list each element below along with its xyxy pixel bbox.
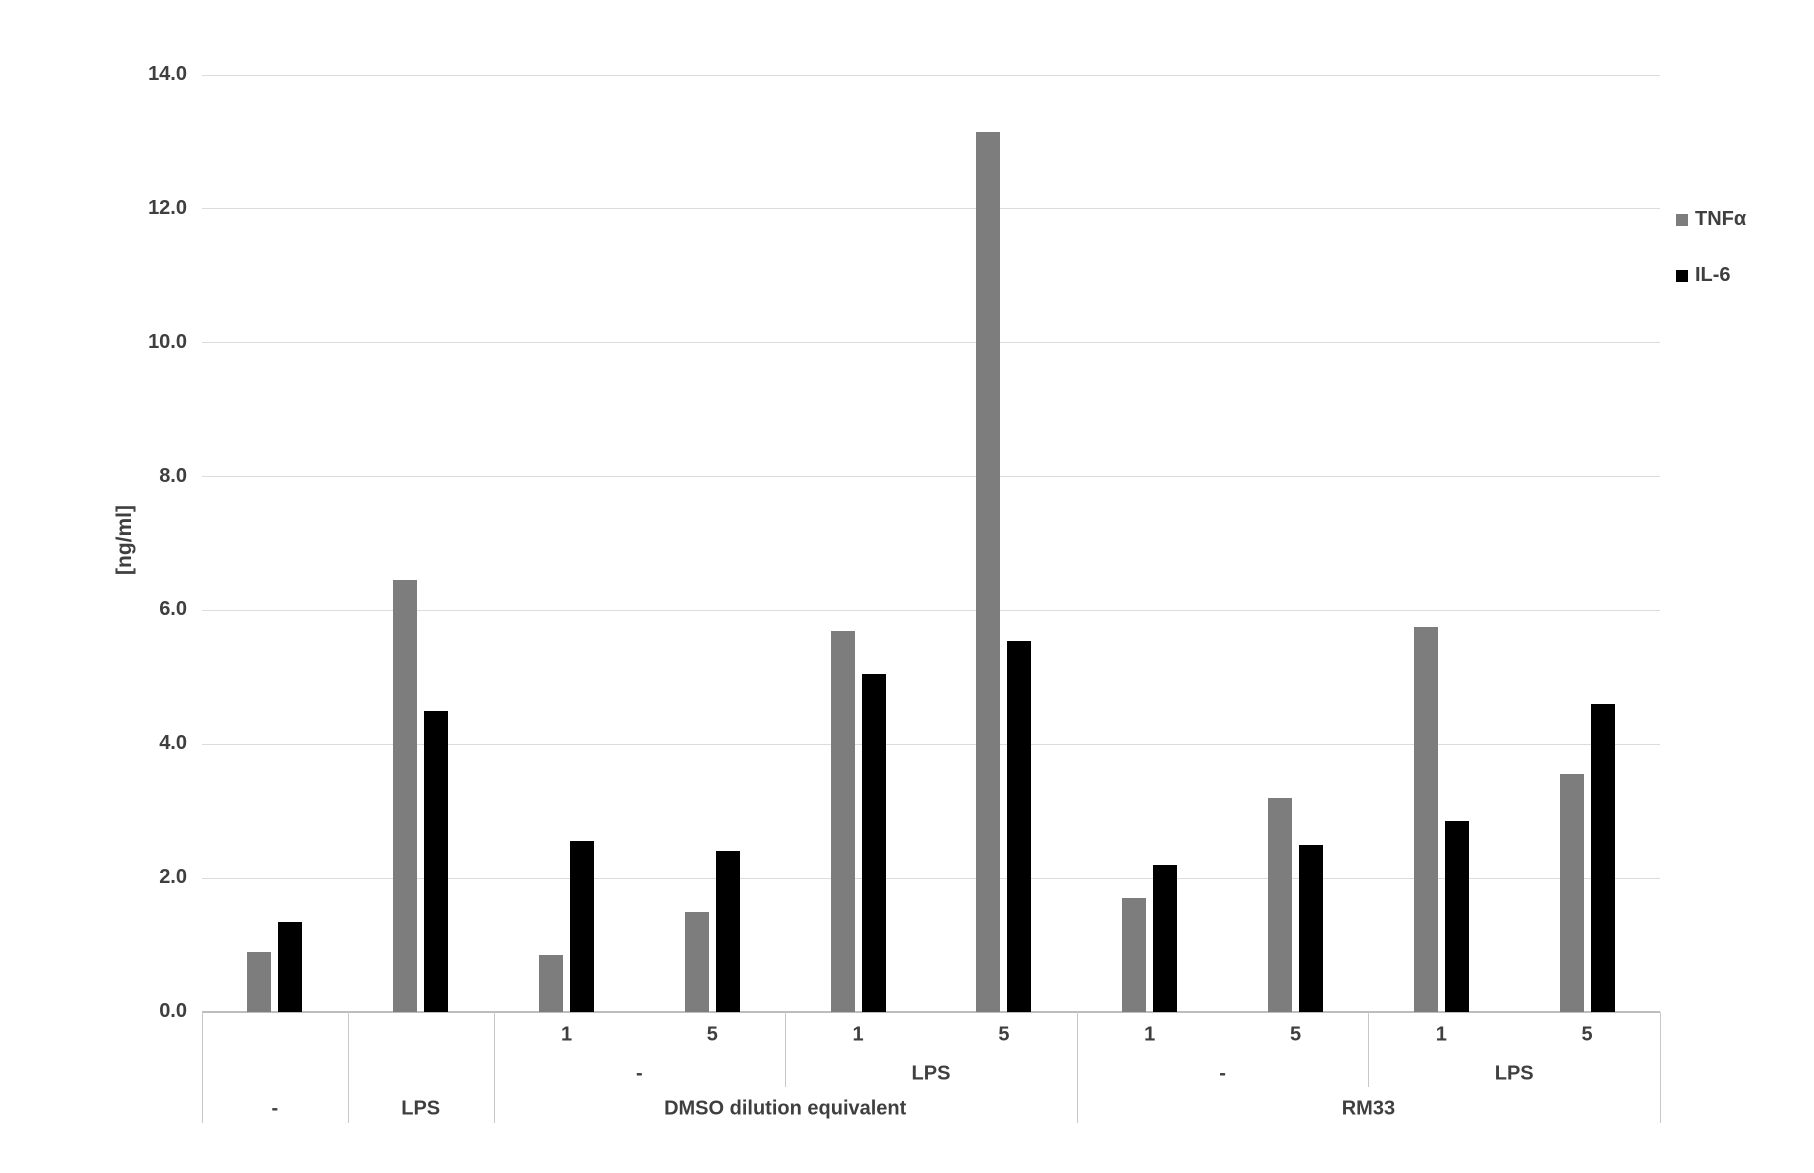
dose-label: 1 [560,1023,573,1046]
dose-label: 1 [1435,1023,1447,1046]
bar-IL-6-col5 [861,674,886,1012]
gridline [202,74,1660,76]
legend-swatch-IL-6 [1676,269,1688,282]
gridline [202,208,1660,210]
y-tick-label: 0.0 [159,1000,187,1022]
bar-TNFα-col2 [393,580,418,1012]
x-axis-baseline [202,1011,1660,1013]
subgroup-label: - [636,1062,643,1085]
gridline [202,609,1660,611]
gridline [202,877,1660,879]
dose-label: 5 [1289,1023,1302,1046]
dose-label: 5 [706,1023,718,1046]
bar-TNFα-col7 [1122,898,1147,1012]
bar-IL-6-col6 [1007,640,1032,1012]
bar-TNFα-col1 [247,951,272,1012]
gridline [202,342,1660,344]
gridline [202,476,1660,478]
bar-IL-6-col9 [1444,821,1469,1012]
category-group-border [202,1012,203,1123]
y-tick-label: 2.0 [159,866,187,889]
legend-label-TNFα: TNFα [1695,208,1747,230]
bar-IL-6-col4 [715,851,740,1012]
legend-label-IL-6: IL-6 [1695,264,1731,286]
legend-item-IL-6: IL-6 [1676,264,1731,287]
bar-IL-6-col7 [1153,864,1178,1012]
bar-IL-6-col10 [1590,704,1615,1012]
category-subgroup-border [1368,1012,1370,1087]
bar-TNFα-col10 [1559,774,1584,1012]
bar-TNFα-col8 [1268,797,1292,1012]
y-tick-label: 6.0 [159,598,187,621]
bar-IL-6-col1 [278,921,303,1012]
dose-label: 5 [998,1023,1010,1046]
y-tick-label: 8.0 [159,464,187,487]
category-group-border [1076,1012,1078,1123]
subgroup-label: - [1219,1062,1226,1085]
category-group-border [493,1012,495,1123]
y-tick-label: 4.0 [159,732,187,755]
bar-TNFα-col6 [976,131,1001,1012]
category-subgroup-border [785,1012,787,1087]
subgroup-label: LPS [1494,1062,1534,1085]
y-tick-label: 12.0 [148,196,187,219]
group-label: DMSO dilution equivalent [664,1097,907,1120]
subgroup-label: LPS [911,1062,951,1085]
bar-IL-6-col2 [424,710,449,1012]
y-tick-label: 10.0 [148,330,187,353]
dose-label: 5 [1581,1023,1593,1046]
group-label: LPS [401,1097,441,1120]
dose-label: 1 [1144,1023,1156,1046]
legend-item-TNFα: TNFα [1676,208,1746,231]
category-group-border [347,1012,349,1123]
dose-label: 1 [852,1023,864,1046]
bar-TNFα-col5 [830,630,855,1012]
category-group-border [1660,1012,1661,1123]
bar-TNFα-col3 [539,955,563,1012]
y-tick-label: 14.0 [148,63,187,85]
legend-swatch-TNFα [1676,213,1688,226]
group-label: - [271,1097,279,1120]
y-axis-title: [ng/ml] [113,505,136,575]
bar-IL-6-col8 [1299,844,1323,1012]
gridline [202,743,1660,745]
group-label: RM33 [1341,1097,1396,1120]
bar-TNFα-col4 [684,911,709,1012]
bar-IL-6-col3 [570,841,594,1012]
bar-TNFα-col9 [1413,627,1438,1012]
